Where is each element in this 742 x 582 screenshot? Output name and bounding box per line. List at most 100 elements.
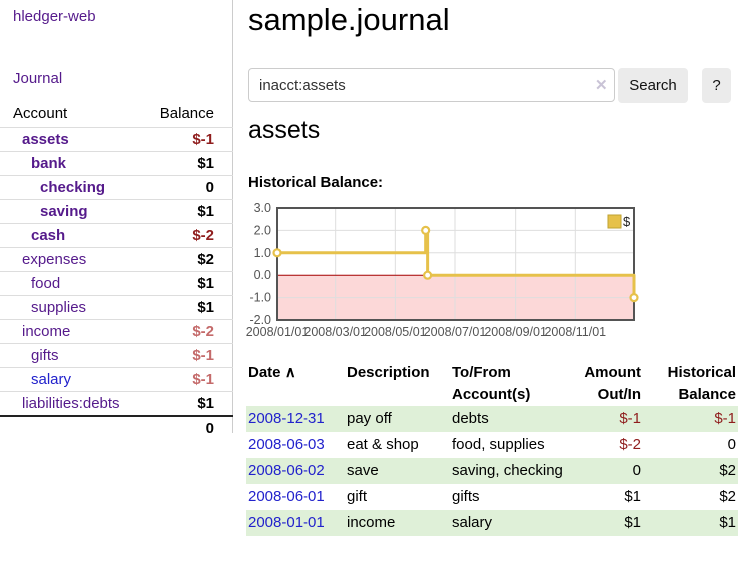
account-row-gifts: gifts $-1 <box>0 343 233 368</box>
transaction-balance: $2 <box>719 488 736 505</box>
account-row-salary: salary $-1 <box>0 367 233 392</box>
transaction-description: save <box>347 462 379 479</box>
y-tick-label: 3.0 <box>254 201 271 215</box>
y-tick-label: -1.0 <box>249 291 271 305</box>
account-balance: 0 <box>205 179 214 196</box>
account-row-expenses: expenses $2 <box>0 247 233 272</box>
transaction-description: eat & shop <box>347 436 419 453</box>
account-row-saving: saving $1 <box>0 199 233 224</box>
register-header-amount: Amount Out/In <box>584 364 641 403</box>
main-content: sample.journal ✕ Search ? assets Histori… <box>246 0 742 582</box>
account-balance: $1 <box>197 155 214 172</box>
account-link-income[interactable]: income <box>22 323 71 340</box>
account-link-gifts[interactable]: gifts <box>31 347 59 364</box>
app-brand-link[interactable]: hledger-web <box>13 8 96 25</box>
account-link-liabilities-debts[interactable]: liabilities:debts <box>22 395 120 412</box>
x-tick-label: 2008/09/01 <box>484 325 547 339</box>
account-row-food: food $1 <box>0 271 233 296</box>
transaction-accounts: saving, checking <box>452 462 563 479</box>
account-row-liabilities-debts: liabilities:debts $1 <box>0 391 233 417</box>
account-balance: $-2 <box>192 323 214 340</box>
x-tick-label: 2008/05/01 <box>364 325 427 339</box>
clear-search-icon[interactable]: ✕ <box>595 77 608 94</box>
data-point-marker <box>423 270 433 280</box>
page-title: sample.journal <box>248 2 450 37</box>
account-row-income: income $-2 <box>0 319 233 344</box>
account-row-checking: checking 0 <box>0 175 233 200</box>
transaction-description: income <box>347 514 396 531</box>
account-balance: $2 <box>197 251 214 268</box>
transaction-accounts: food, supplies <box>452 436 545 453</box>
x-tick-label: 2008/01/01 <box>246 325 309 339</box>
register-header-description: Description <box>347 364 430 381</box>
y-tick-label: -2.0 <box>249 313 271 327</box>
register-header-row: Date ∧ Description To/From Account(s) Am… <box>246 362 738 406</box>
y-tick-label: 2.0 <box>254 223 271 237</box>
transaction-description: pay off <box>347 410 392 427</box>
account-balance: $-1 <box>192 371 214 388</box>
transaction-amount: $-2 <box>619 436 641 453</box>
register-row: 2008-06-02 save saving, checking 0 $2 <box>246 458 738 484</box>
transaction-accounts: salary <box>452 514 493 531</box>
data-point-marker <box>421 225 431 235</box>
balance-chart-svg: 2008/01/012008/03/012008/05/012008/07/01… <box>246 201 639 339</box>
data-point-marker <box>272 248 282 258</box>
register-row: 2008-12-31 pay off debts $-1 $-1 <box>246 406 738 432</box>
transaction-accounts: debts <box>452 410 489 427</box>
register-table: Date ∧ Description To/From Account(s) Am… <box>246 362 738 536</box>
register-header-date[interactable]: Date ∧ <box>246 362 345 406</box>
search-button[interactable]: Search <box>618 68 688 103</box>
transaction-description: gift <box>347 488 368 505</box>
account-row-cash: cash $-2 <box>0 223 233 248</box>
register-header-accounts: To/From Account(s) <box>452 364 531 403</box>
account-row-supplies: supplies $1 <box>0 295 233 320</box>
account-link-assets[interactable]: assets <box>22 131 69 148</box>
sidebar-item-journal[interactable]: Journal <box>13 70 63 87</box>
account-page-heading: assets <box>248 116 321 144</box>
transaction-accounts: gifts <box>452 488 480 505</box>
account-balance: $1 <box>197 299 214 316</box>
account-balance: $1 <box>197 203 214 220</box>
accounts-header-balance: Balance <box>159 105 214 122</box>
account-balance: $-1 <box>192 347 214 364</box>
register-header-balance: Historical Balance <box>667 364 736 403</box>
transaction-balance: 0 <box>727 436 736 453</box>
account-link-checking[interactable]: checking <box>40 179 106 196</box>
transaction-balance: $-1 <box>714 410 736 427</box>
date-header-label: Date <box>248 364 281 381</box>
transaction-date-link[interactable]: 2008-06-01 <box>248 488 325 505</box>
transaction-amount: $-1 <box>619 410 641 427</box>
transaction-date-link[interactable]: 2008-12-31 <box>248 410 325 427</box>
account-balance: $1 <box>197 395 214 412</box>
y-tick-label: 1.0 <box>254 246 271 260</box>
transaction-date-link[interactable]: 2008-06-03 <box>248 436 325 453</box>
register-row: 2008-06-03 eat & shop food, supplies $-2… <box>246 432 738 458</box>
transaction-date-link[interactable]: 2008-01-01 <box>248 514 325 531</box>
account-link-cash[interactable]: cash <box>31 227 66 244</box>
help-button[interactable]: ? <box>702 68 731 103</box>
sidebar: hledger-web Journal Account Balance asse… <box>0 0 233 437</box>
account-balance: $-1 <box>192 131 214 148</box>
accounts-header-row: Account Balance <box>0 101 233 128</box>
accounts-total-balance: 0 <box>205 420 214 437</box>
account-link-saving[interactable]: saving <box>40 203 88 220</box>
register-row: 2008-06-01 gift gifts $1 $2 <box>246 484 738 510</box>
x-tick-label: 2008/11/01 <box>544 325 606 339</box>
account-link-supplies[interactable]: supplies <box>31 299 87 316</box>
y-tick-label: 0.0 <box>254 268 271 282</box>
register-row: 2008-01-01 income salary $1 $1 <box>246 510 738 536</box>
account-link-food[interactable]: food <box>31 275 61 292</box>
search-input[interactable] <box>248 68 615 102</box>
x-tick-label: 2008/03/01 <box>304 325 367 339</box>
transaction-date-link[interactable]: 2008-06-02 <box>248 462 325 479</box>
account-row-bank: bank $1 <box>0 151 233 176</box>
account-balance: $-2 <box>192 227 214 244</box>
chart-title: Historical Balance: <box>248 174 384 191</box>
account-link-expenses[interactable]: expenses <box>22 251 87 268</box>
account-link-salary[interactable]: salary <box>31 371 72 388</box>
account-link-bank[interactable]: bank <box>31 155 67 172</box>
accounts-header-account: Account <box>13 105 68 122</box>
data-point-marker <box>629 292 639 303</box>
plot-border <box>276 207 635 321</box>
transaction-balance: $2 <box>719 462 736 479</box>
